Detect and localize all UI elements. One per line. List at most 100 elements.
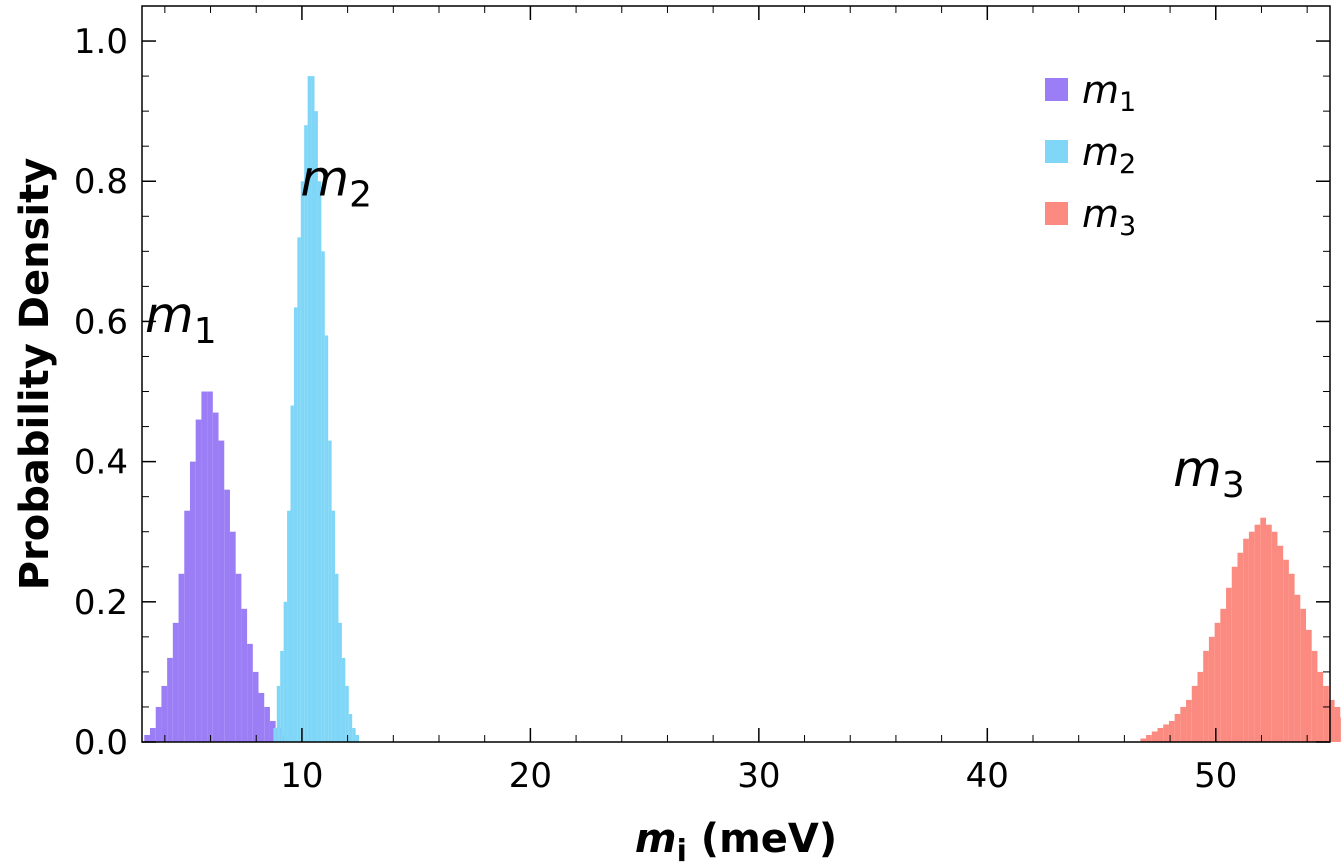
bar-m3-20 xyxy=(1254,524,1261,742)
bar-m2-7 xyxy=(297,237,301,743)
bar-m3-19 xyxy=(1248,531,1255,742)
bar-m3-1 xyxy=(1146,734,1152,742)
bar-m1-20 xyxy=(258,692,265,742)
bar-m3-23 xyxy=(1271,531,1278,742)
y-tick-label: 0.6 xyxy=(74,302,128,342)
bar-m2-2 xyxy=(280,650,284,742)
bar-m3-4 xyxy=(1163,724,1169,742)
bar-m3-28 xyxy=(1300,608,1307,742)
bar-m3-11 xyxy=(1203,650,1209,742)
bar-m3-6 xyxy=(1174,713,1181,742)
bar-m1-18 xyxy=(247,643,253,742)
bar-m2-0 xyxy=(273,727,277,742)
bar-m3-22 xyxy=(1266,524,1272,742)
bar-m2-12 xyxy=(314,111,318,742)
bar-m1-3 xyxy=(161,685,168,742)
y-axis-title: Probability Density xyxy=(12,158,58,591)
bar-m2-17 xyxy=(331,510,336,742)
annotation-m1: m1 xyxy=(145,286,217,352)
bar-m1-14 xyxy=(224,489,230,742)
bar-m2-22 xyxy=(348,713,353,742)
legend-label-m1: m1 xyxy=(1082,68,1136,118)
bar-m3-32 xyxy=(1323,685,1329,742)
bar-m3-2 xyxy=(1151,731,1158,742)
x-tick-label: 10 xyxy=(280,756,323,796)
bar-m1-22 xyxy=(269,720,276,742)
legend-label-m2: m2 xyxy=(1082,130,1136,180)
bar-m3-15 xyxy=(1226,587,1232,742)
bar-m3-13 xyxy=(1214,622,1221,742)
bar-m2-19 xyxy=(338,622,342,742)
bar-m3-17 xyxy=(1237,552,1244,742)
bar-m3-12 xyxy=(1208,636,1215,742)
bar-m3-24 xyxy=(1277,545,1284,742)
bar-m2-1 xyxy=(276,685,281,742)
bar-m3-27 xyxy=(1294,594,1301,742)
bar-m2-13 xyxy=(317,181,322,742)
bar-m3-30 xyxy=(1311,650,1318,742)
bar-m2-24 xyxy=(355,734,360,742)
bar-m3-16 xyxy=(1231,566,1238,742)
bar-m1-15 xyxy=(229,531,236,742)
annotation-m3: m3 xyxy=(1173,440,1245,506)
y-tick-label: 0.2 xyxy=(74,583,128,623)
y-tick-label: 0.4 xyxy=(74,443,128,483)
bar-m3-9 xyxy=(1191,685,1198,742)
bar-m2-18 xyxy=(335,573,339,742)
bar-m2-15 xyxy=(324,335,329,742)
bar-m3-18 xyxy=(1243,538,1249,742)
y-tick-label: 1.0 xyxy=(74,22,128,62)
bar-m1-12 xyxy=(212,412,219,742)
bar-m1-6 xyxy=(178,573,185,742)
bar-m1-7 xyxy=(184,510,190,742)
bar-m1-2 xyxy=(155,706,162,742)
bar-m1-16 xyxy=(235,573,242,742)
bar-m3-25 xyxy=(1283,559,1289,742)
bar-m1-1 xyxy=(149,727,156,742)
bar-m3-29 xyxy=(1306,629,1312,742)
histogram-bars xyxy=(144,76,1341,743)
bar-m3-8 xyxy=(1186,699,1192,742)
x-tick-label: 20 xyxy=(509,756,552,796)
bar-m3-31 xyxy=(1317,671,1324,742)
bar-m1-11 xyxy=(207,391,213,742)
bar-m1-8 xyxy=(189,461,196,742)
bar-m1-0 xyxy=(144,734,150,742)
bar-m2-16 xyxy=(328,440,332,742)
bar-m3-33 xyxy=(1328,699,1335,742)
bar-m1-13 xyxy=(218,440,225,742)
bar-m2-10 xyxy=(307,76,312,743)
bar-m2-3 xyxy=(283,601,288,742)
legend: m1 m2 m3 xyxy=(1045,68,1136,242)
bar-m3-34 xyxy=(1334,706,1341,742)
bar-m3-14 xyxy=(1220,608,1227,742)
bar-m2-20 xyxy=(341,657,346,742)
bar-m3-26 xyxy=(1288,573,1295,742)
bar-m2-9 xyxy=(304,125,308,742)
bar-m1-4 xyxy=(167,657,173,742)
y-tick-label: 0.0 xyxy=(74,723,128,763)
plot-frame xyxy=(141,5,1331,743)
peak-annotations: m1 m2 m3 xyxy=(145,149,1245,506)
x-tick-label: 30 xyxy=(737,756,780,796)
legend-swatch-m2 xyxy=(1045,140,1068,163)
x-axis-title: mi (meV) xyxy=(635,816,837,867)
bar-m3-21 xyxy=(1260,517,1267,742)
x-tick-label: 50 xyxy=(1194,756,1237,796)
legend-swatch-m1 xyxy=(1045,78,1068,101)
legend-label-m3: m3 xyxy=(1082,192,1136,242)
bar-m1-21 xyxy=(264,706,270,742)
bar-m2-5 xyxy=(290,405,294,742)
bar-m2-11 xyxy=(311,76,315,743)
axis-ticks: 10 20 30 40 50 0.0 0.2 0.4 0.6 0.8 1.0 xyxy=(74,6,1330,796)
bar-m2-23 xyxy=(352,727,356,742)
bar-m3-0 xyxy=(1140,738,1147,742)
bar-m3-5 xyxy=(1168,720,1175,742)
x-tick-label: 40 xyxy=(966,756,1009,796)
bar-m3-10 xyxy=(1197,671,1204,742)
bar-m1-17 xyxy=(241,608,248,742)
bar-m3-3 xyxy=(1157,727,1164,742)
bar-m1-19 xyxy=(252,671,259,742)
bar-m2-21 xyxy=(345,685,349,742)
bar-m2-4 xyxy=(287,510,291,742)
